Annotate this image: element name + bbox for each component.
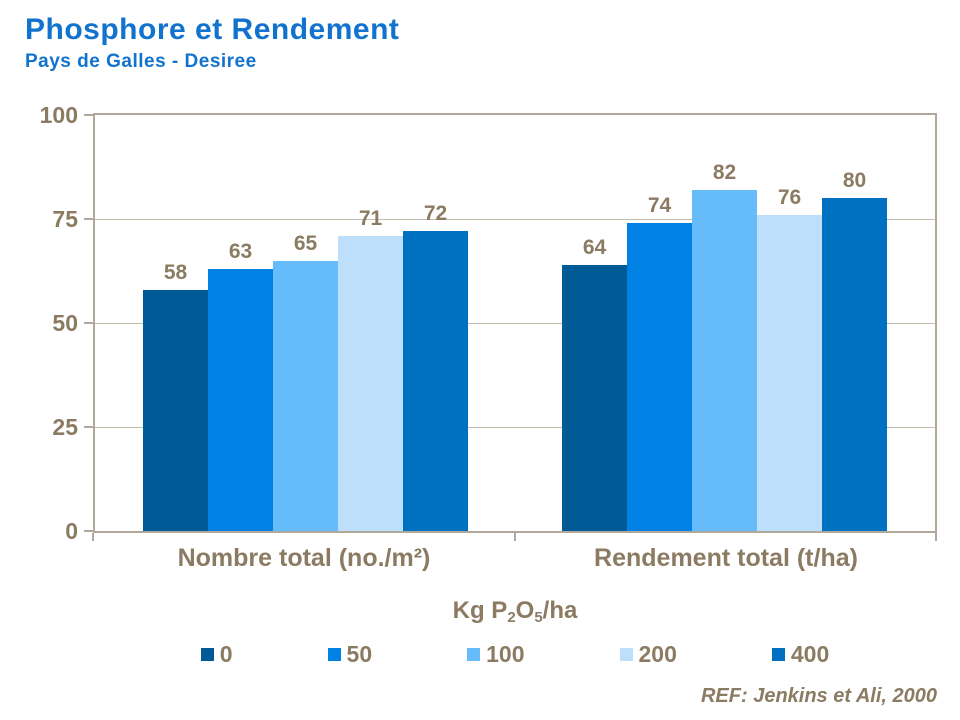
y-axis-tick-label: 50 <box>52 310 78 336</box>
bar: 58 <box>143 261 208 531</box>
bar-value-label: 63 <box>228 240 253 263</box>
y-axis-tick-label: 100 <box>39 102 78 128</box>
legend: 0 50 100 200 400 <box>93 641 937 668</box>
bar: 76 <box>757 186 822 531</box>
bar: 63 <box>208 240 273 531</box>
gridline <box>95 219 935 220</box>
x-axis-tick-mark <box>92 533 94 541</box>
y-axis-tick-label: 0 <box>65 518 78 544</box>
legend-swatch <box>771 648 785 661</box>
legend-swatch <box>327 648 341 661</box>
legend-title-subscript: 2 <box>507 609 516 626</box>
bar-value-label: 74 <box>647 194 672 217</box>
legend-swatch <box>200 648 214 661</box>
bar: 80 <box>822 169 887 531</box>
gridline <box>95 427 935 428</box>
bar-value-label: 64 <box>582 236 607 259</box>
legend-title-subscript: 5 <box>534 609 543 626</box>
legend-item: 100 <box>467 641 525 668</box>
y-axis-tick-mark <box>84 530 93 532</box>
x-axis-tick-mark <box>935 533 937 541</box>
category-label: Nombre total (no./m²) <box>177 544 431 572</box>
page-subtitle: Pays de Galles - Desiree <box>25 51 257 72</box>
page-title: Phosphore et Rendement <box>25 13 400 46</box>
bar-value-label: 80 <box>842 169 867 192</box>
legend-item: 50 <box>327 641 373 668</box>
bar: 82 <box>692 161 757 531</box>
legend-item: 0 <box>200 641 233 668</box>
category-label: Rendement total (t/ha) <box>594 544 858 572</box>
bar-group: 58 63 65 71 72 <box>143 202 468 531</box>
legend-label: 0 <box>219 641 233 667</box>
legend-title: Kg P2O5/ha <box>93 597 937 626</box>
bar-value-label: 72 <box>423 202 448 225</box>
plot-area: 58 63 65 71 72 64 74 82 76 80 <box>93 113 937 533</box>
legend-label: 200 <box>638 641 677 667</box>
gridline <box>95 323 935 324</box>
y-axis-tick-mark <box>84 426 93 428</box>
bar: 72 <box>403 202 468 531</box>
y-axis-tick-mark <box>84 322 93 324</box>
bar-value-label: 71 <box>358 207 383 230</box>
bar: 64 <box>562 236 627 531</box>
y-axis-tick-mark <box>84 114 93 116</box>
bar-value-label: 58 <box>163 261 188 284</box>
bar-group: 64 74 82 76 80 <box>562 161 887 531</box>
legend-title-text: /ha <box>542 597 578 624</box>
legend-swatch <box>619 648 633 661</box>
legend-label: 400 <box>790 641 830 667</box>
legend-label: 100 <box>486 641 525 667</box>
bar: 65 <box>273 232 338 531</box>
y-axis-tick-mark <box>84 218 93 220</box>
legend-item: 400 <box>771 641 830 668</box>
reference-text: REF: Jenkins et Ali, 2000 <box>700 685 937 707</box>
y-axis-tick-label: 25 <box>52 414 78 440</box>
bar: 71 <box>338 207 403 531</box>
legend-swatch <box>467 648 481 661</box>
y-axis-tick-label: 75 <box>52 206 78 232</box>
x-axis-tick-mark <box>514 533 516 541</box>
legend-label: 50 <box>346 641 373 667</box>
legend-title-text: O <box>515 597 535 624</box>
legend-item: 200 <box>619 641 677 668</box>
bar: 74 <box>627 194 692 531</box>
bar-value-label: 76 <box>777 186 802 209</box>
bar-value-label: 65 <box>293 232 318 255</box>
legend-title-text: Kg P <box>452 597 508 624</box>
bar-value-label: 82 <box>712 161 737 184</box>
